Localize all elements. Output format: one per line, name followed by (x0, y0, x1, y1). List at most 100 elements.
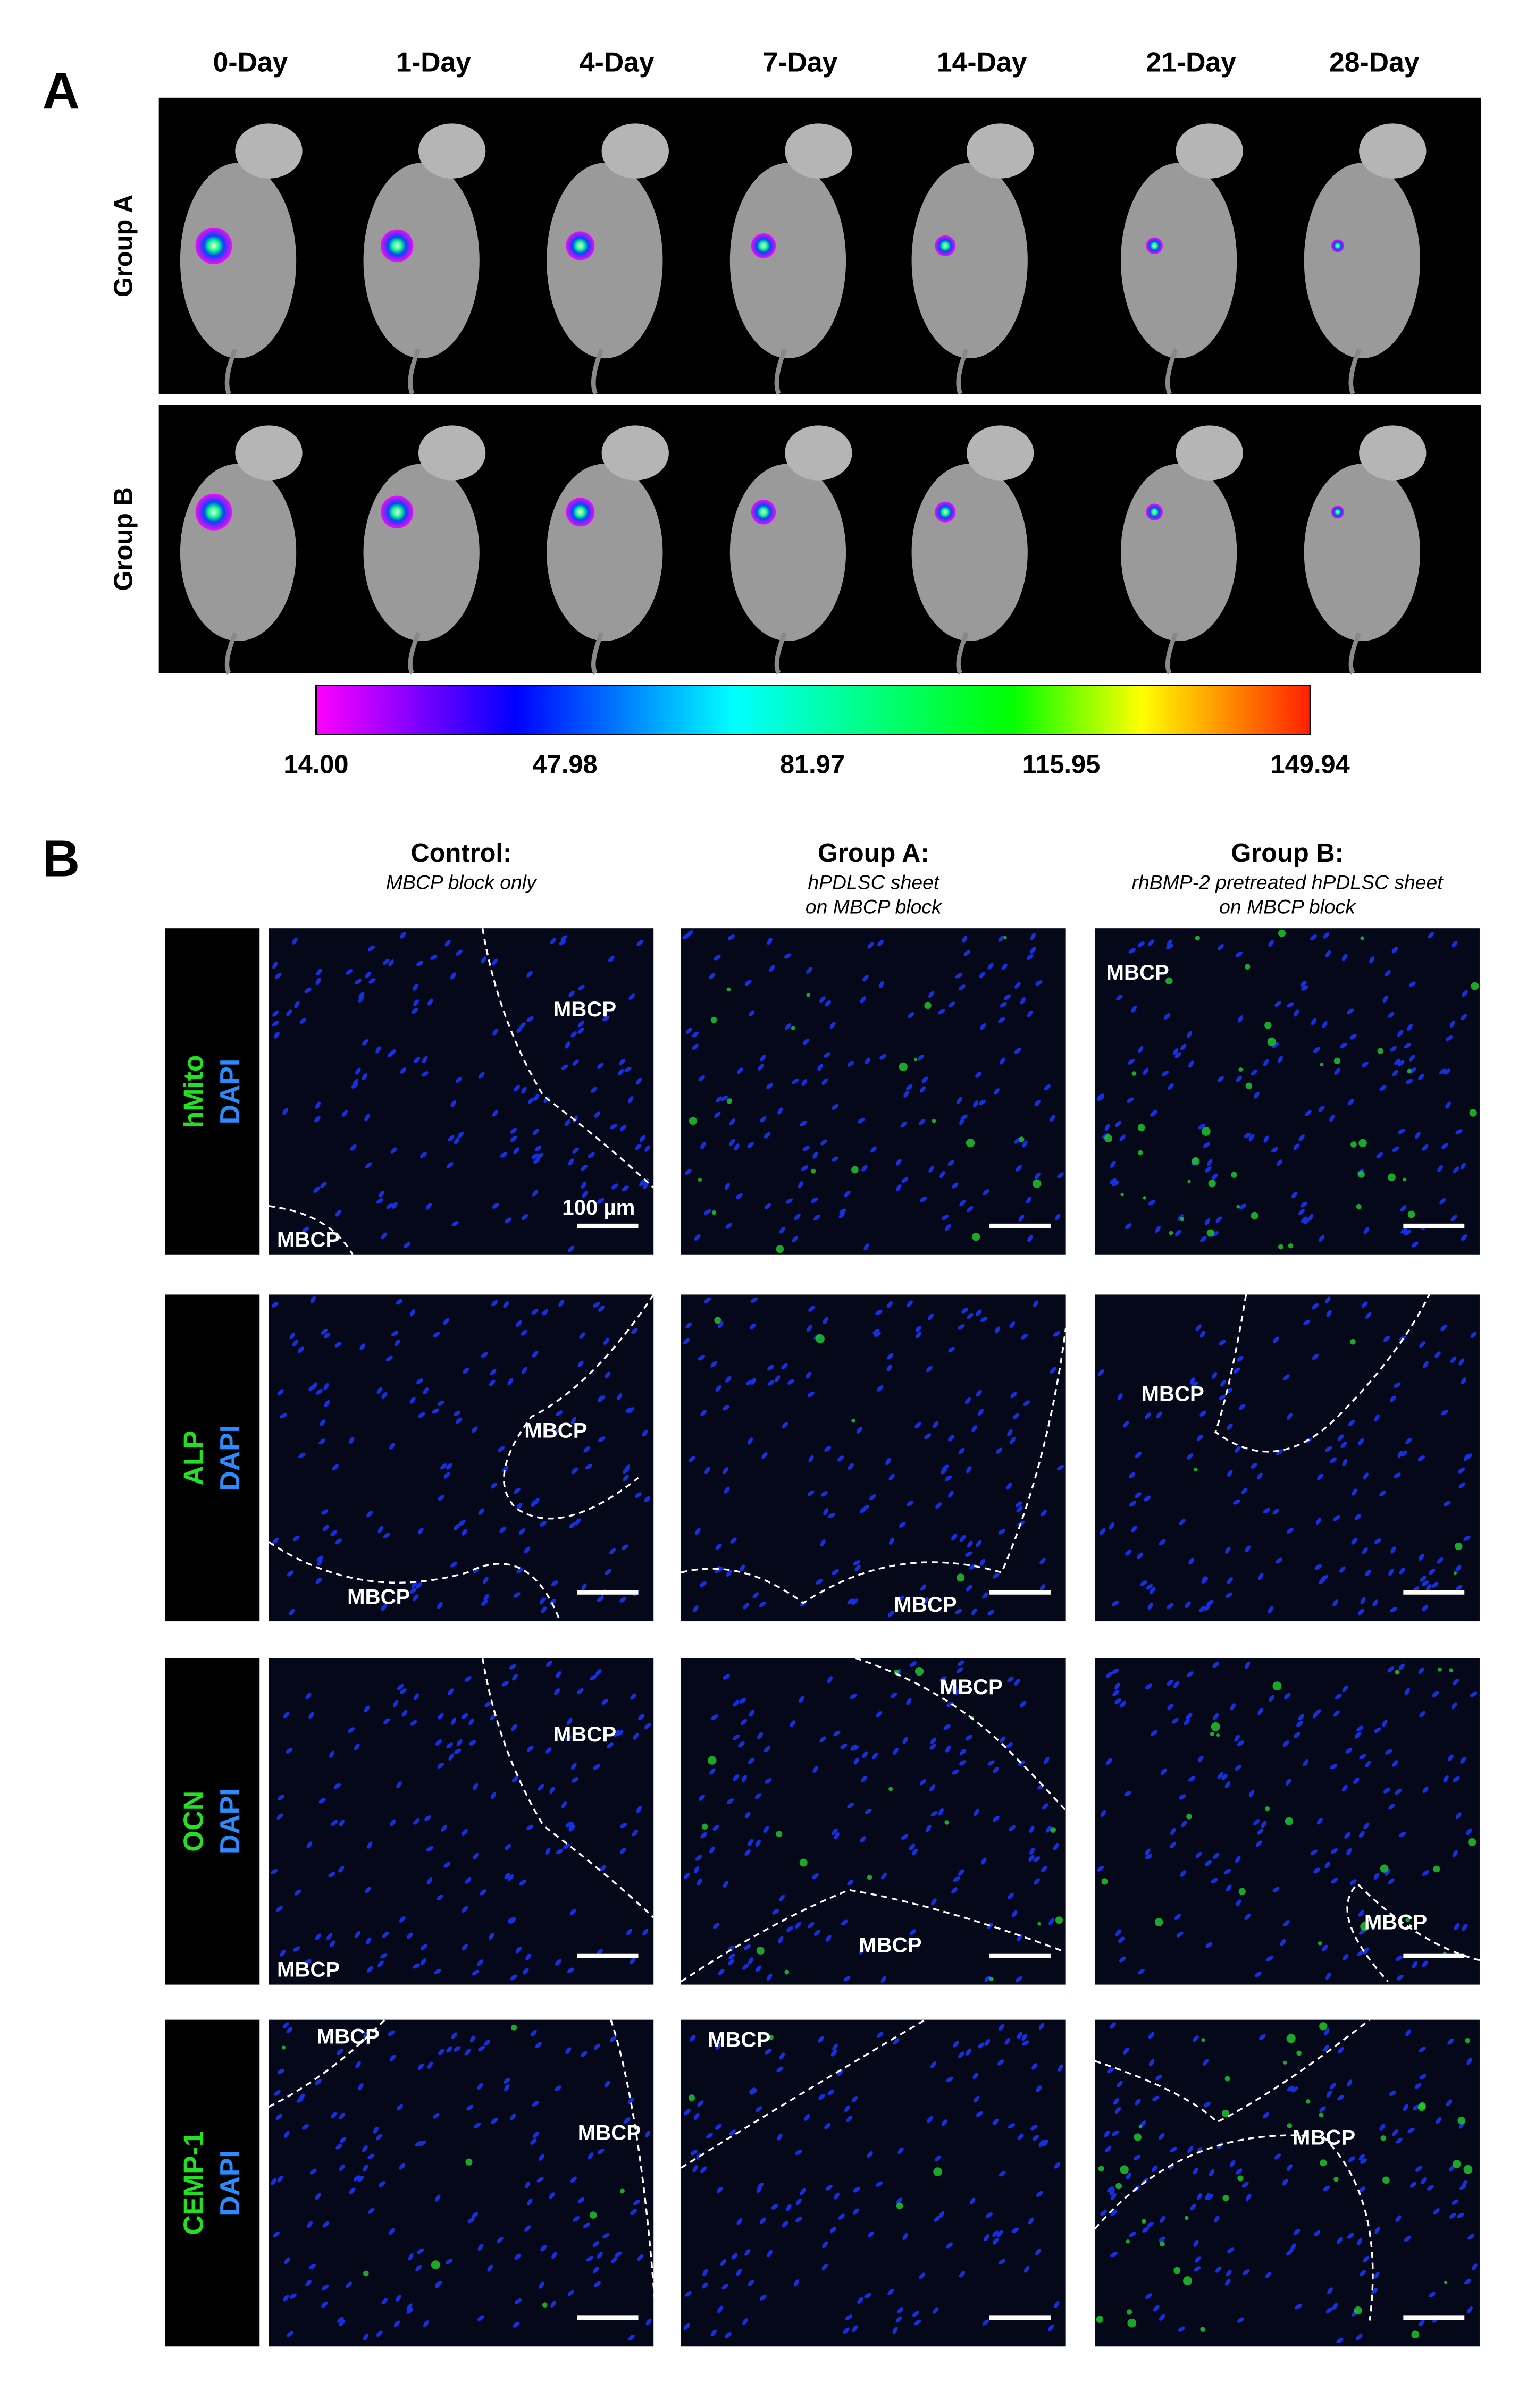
nucleus (270, 1869, 278, 1875)
nucleus (1453, 1678, 1459, 1685)
nucleus (1145, 1683, 1152, 1689)
nucleus (1170, 2146, 1177, 2153)
nucleus (965, 1735, 972, 1741)
nucleus (1012, 1413, 1019, 1420)
nucleus (621, 1544, 629, 1550)
nucleus (335, 1538, 342, 1545)
nucleus (1219, 1394, 1226, 1401)
nucleus (689, 1456, 695, 1462)
green-signal (711, 1210, 717, 1215)
nucleus (1312, 1303, 1319, 1309)
nucleus (827, 1676, 833, 1683)
nucleus (330, 1530, 337, 1537)
nucleus (935, 1502, 942, 1509)
nucleus (1337, 2094, 1344, 2101)
nucleus (448, 1688, 454, 1695)
green-signal (1358, 1139, 1367, 1148)
nucleus (287, 2331, 294, 2337)
nucleus (942, 1215, 949, 1220)
day-label: 0-Day (213, 46, 288, 77)
nucleus (338, 1866, 345, 1873)
nucleus (1329, 1114, 1335, 1122)
nucleus (280, 1413, 287, 1419)
nucleus (725, 1223, 733, 1229)
nucleus (1112, 1690, 1119, 1696)
nucleus (1040, 2140, 1046, 2146)
nucleus (700, 1142, 706, 1149)
mouse-body (547, 464, 663, 641)
region-label: MBCP (277, 1957, 340, 1981)
nucleus (967, 1312, 974, 1319)
nucleus (610, 1123, 618, 1129)
nucleus (998, 1017, 1005, 1023)
nucleus (1251, 1463, 1258, 1469)
nucleus (974, 1809, 979, 1816)
nucleus (888, 1537, 894, 1545)
nucleus (446, 2259, 453, 2264)
nucleus (611, 2257, 617, 2263)
nucleus (1268, 1606, 1274, 1613)
nucleus (567, 1717, 573, 1725)
nucleus (725, 2332, 732, 2338)
nucleus (725, 1376, 732, 1383)
nucleus (530, 2030, 537, 2036)
nucleus (519, 1528, 525, 1535)
nucleus (363, 2165, 368, 2172)
nucleus (1142, 1068, 1148, 1075)
nucleus (1159, 2133, 1165, 2140)
green-signal (1206, 1229, 1214, 1237)
day-label: 1-Day (396, 46, 471, 77)
nucleus (1419, 1341, 1425, 1348)
nucleus (1356, 2238, 1363, 2246)
nucleus (561, 1801, 567, 1808)
green-signal (1407, 1210, 1415, 1218)
nucleus (1342, 1459, 1348, 1467)
nucleus (843, 1976, 851, 1982)
nucleus (446, 2046, 452, 2053)
signal-spot (935, 501, 956, 523)
nucleus (598, 1436, 606, 1442)
nucleus (901, 1834, 909, 1840)
nucleus (1207, 1159, 1213, 1166)
nucleus (1325, 950, 1331, 958)
nucleus (1181, 1820, 1187, 1828)
mouse-head (1359, 123, 1427, 179)
nucleus (382, 1931, 389, 1938)
nucleus (630, 1957, 636, 1965)
nucleus (1419, 2047, 1426, 2052)
nucleus (786, 2204, 792, 2211)
green-signal (1278, 1244, 1283, 1250)
nucleus (1374, 1414, 1380, 1421)
nucleus (1379, 1085, 1387, 1091)
nucleus (513, 1085, 520, 1091)
nucleus (1205, 2193, 1211, 2200)
green-signal (1137, 1124, 1145, 1132)
nucleus (451, 1221, 459, 1227)
nucleus (958, 2051, 964, 2058)
nucleus (994, 1326, 1000, 1334)
nucleus (271, 1302, 279, 1308)
nucleus (383, 958, 390, 965)
nucleus (1422, 1144, 1429, 1151)
green-signal (1267, 1037, 1276, 1046)
nucleus (1226, 1884, 1232, 1892)
nucleus (1110, 2252, 1118, 2258)
nucleus (1432, 1691, 1439, 1697)
nucleus (956, 1667, 963, 1673)
nucleus (776, 2066, 784, 2072)
nucleus (502, 1466, 509, 1472)
nucleus (699, 1581, 707, 1587)
nucleus (447, 1162, 454, 1168)
nucleus (1398, 1129, 1405, 1134)
nucleus (1332, 2303, 1338, 2310)
nucleus (755, 1839, 761, 1847)
nucleus (1203, 2059, 1209, 2066)
nucleus (624, 2117, 631, 2124)
nucleus (1433, 2208, 1440, 2215)
nucleus (862, 1751, 868, 1758)
nucleus (321, 2301, 328, 2308)
nucleus (1340, 1442, 1347, 1448)
nucleus (938, 1808, 944, 1816)
nucleus (1330, 1848, 1338, 1854)
column-subtitle: MBCP block only (386, 871, 538, 894)
